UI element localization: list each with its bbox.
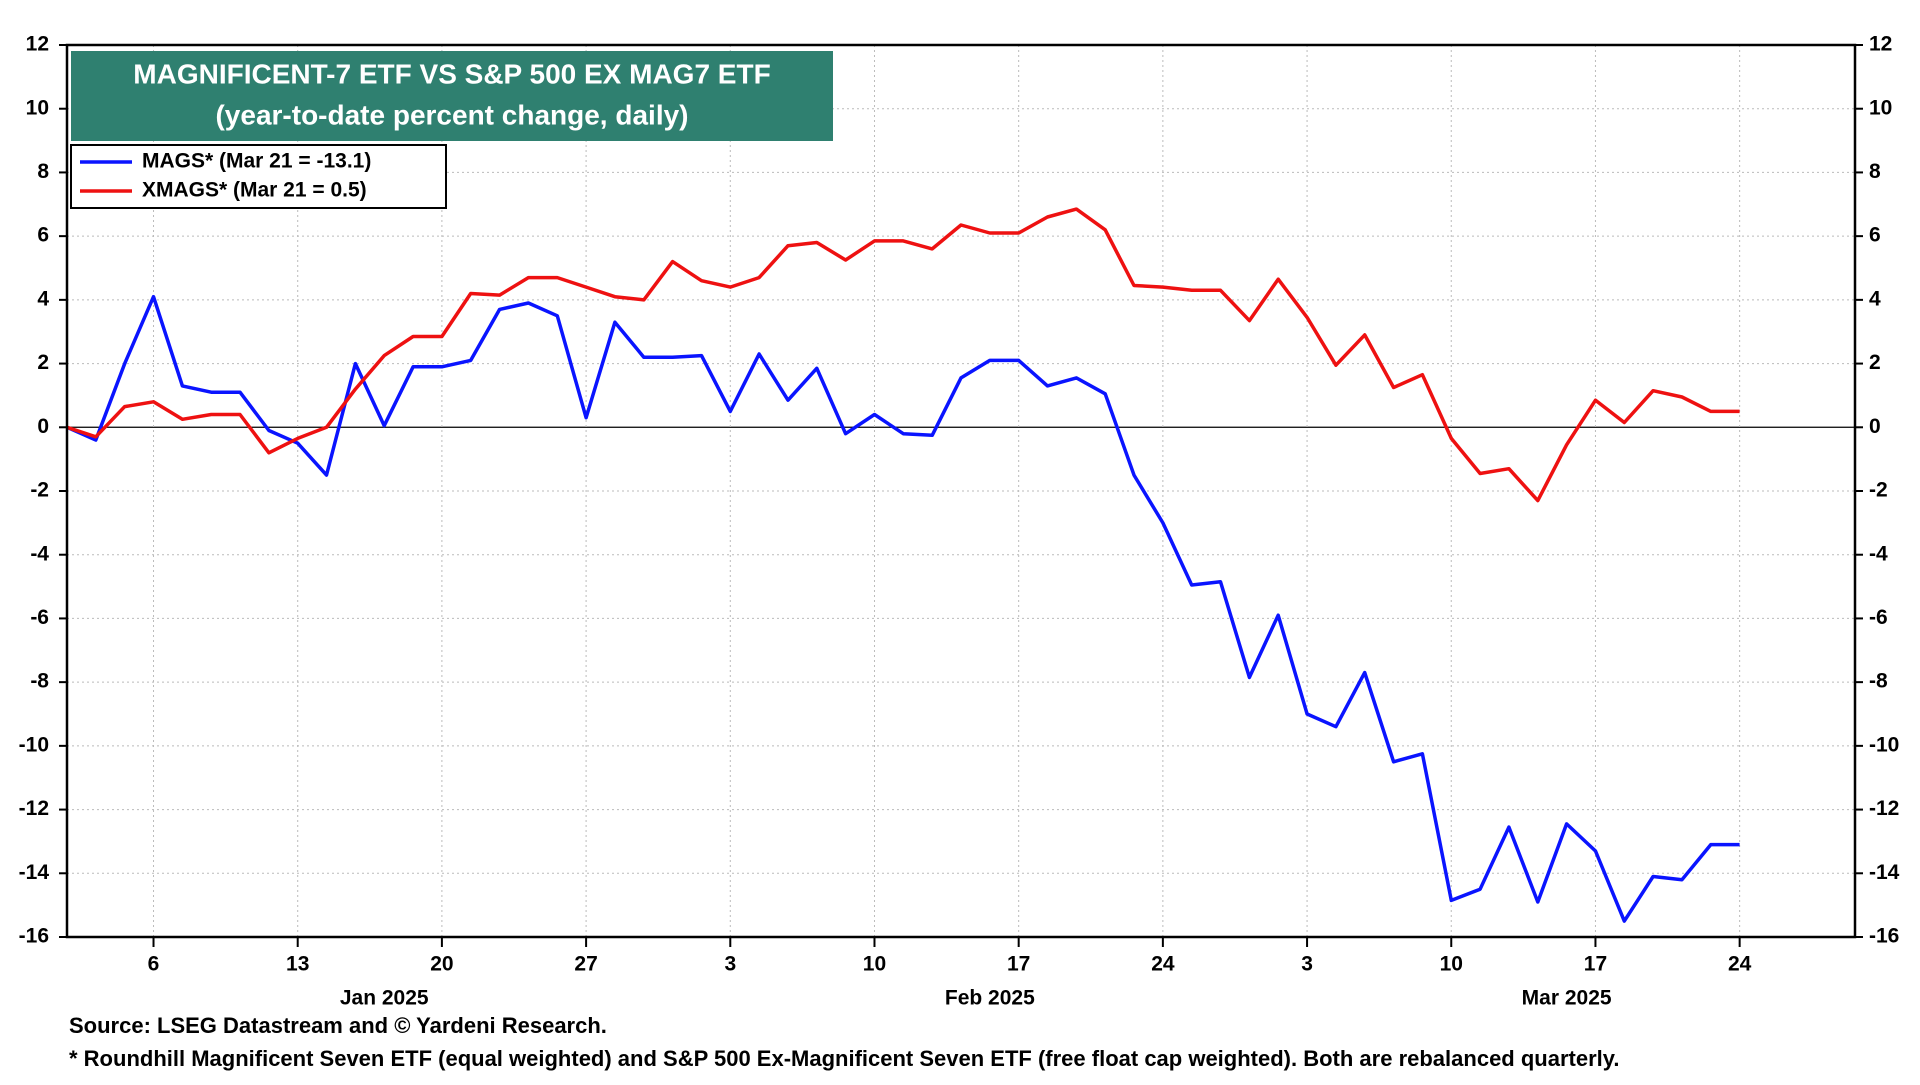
legend-label: MAGS* (Mar 21 = -13.1): [142, 150, 371, 173]
y-tick-label: -8: [30, 670, 49, 693]
x-tick-label: 17: [1007, 953, 1030, 976]
x-tick-label: 17: [1584, 953, 1607, 976]
chart-title: MAGNIFICENT-7 ETF VS S&P 500 EX MAG7 ETF: [133, 58, 770, 89]
series-line: [66, 294, 1740, 923]
y-tick-label: 12: [26, 33, 49, 56]
y2-tick-label: 12: [1869, 33, 1892, 56]
y2-tick-label: -14: [1869, 861, 1900, 884]
legend-box: [70, 144, 447, 209]
y2-tick-label: 10: [1869, 96, 1892, 119]
y2-tick-label: -16: [1869, 925, 1899, 948]
lines: [66, 207, 1740, 923]
y-tick-label: 10: [26, 96, 49, 119]
y2-tick-label: -8: [1869, 670, 1888, 693]
x-tick-label: 13: [286, 953, 309, 976]
month-label: Feb 2025: [945, 987, 1035, 1010]
y2-tick-label: 4: [1869, 287, 1881, 310]
y-tick-label: 8: [37, 160, 49, 183]
chart-subtitle: (year-to-date percent change, daily): [215, 99, 688, 130]
y-tick-label: 2: [37, 351, 49, 374]
y-tick-label: -2: [30, 479, 49, 502]
x-tick-label: 27: [574, 953, 597, 976]
y2-tick-label: 8: [1869, 160, 1881, 183]
y2-tick-label: 2: [1869, 351, 1881, 374]
x-tick-label: 24: [1151, 953, 1175, 976]
x-tick-label: 10: [1440, 953, 1463, 976]
y-tick-label: -12: [19, 797, 49, 820]
x-tick-label: 6: [148, 953, 160, 976]
x-tick-label: 20: [430, 953, 453, 976]
x-tick-label: 10: [863, 953, 886, 976]
y-tick-label: 4: [37, 287, 49, 310]
y-tick-label: -6: [30, 606, 49, 629]
y2-tick-label: -6: [1869, 606, 1888, 629]
y-tick-label: 0: [37, 415, 49, 438]
y2-tick-label: -12: [1869, 797, 1899, 820]
x-tick-label: 3: [1301, 953, 1313, 976]
title-box: [71, 51, 833, 141]
y-tick-label: -14: [19, 861, 50, 884]
x-tick-label: 24: [1728, 953, 1752, 976]
legend-label: XMAGS* (Mar 21 = 0.5): [142, 179, 367, 202]
y-tick-label: -16: [19, 925, 49, 948]
month-label: Jan 2025: [340, 987, 429, 1010]
y-tick-label: -4: [30, 542, 49, 565]
series-line: [66, 207, 1740, 503]
x-tick-label: 3: [724, 953, 736, 976]
footnote: * Roundhill Magnificent Seven ETF (equal…: [69, 1046, 1619, 1071]
y-tick-label: -10: [19, 733, 49, 756]
y-tick-label: 6: [37, 224, 49, 247]
y2-tick-label: -2: [1869, 479, 1888, 502]
y2-tick-label: -4: [1869, 542, 1888, 565]
month-label: Mar 2025: [1522, 987, 1612, 1010]
source-note: Source: LSEG Datastream and © Yardeni Re…: [69, 1013, 607, 1038]
y2-tick-label: 0: [1869, 415, 1881, 438]
legend: MAGS* (Mar 21 = -13.1) XMAGS* (Mar 21 = 0…: [80, 150, 371, 202]
y2-tick-label: 6: [1869, 224, 1881, 247]
plot-frame: [65, 43, 1857, 939]
y2-tick-label: -10: [1869, 733, 1899, 756]
